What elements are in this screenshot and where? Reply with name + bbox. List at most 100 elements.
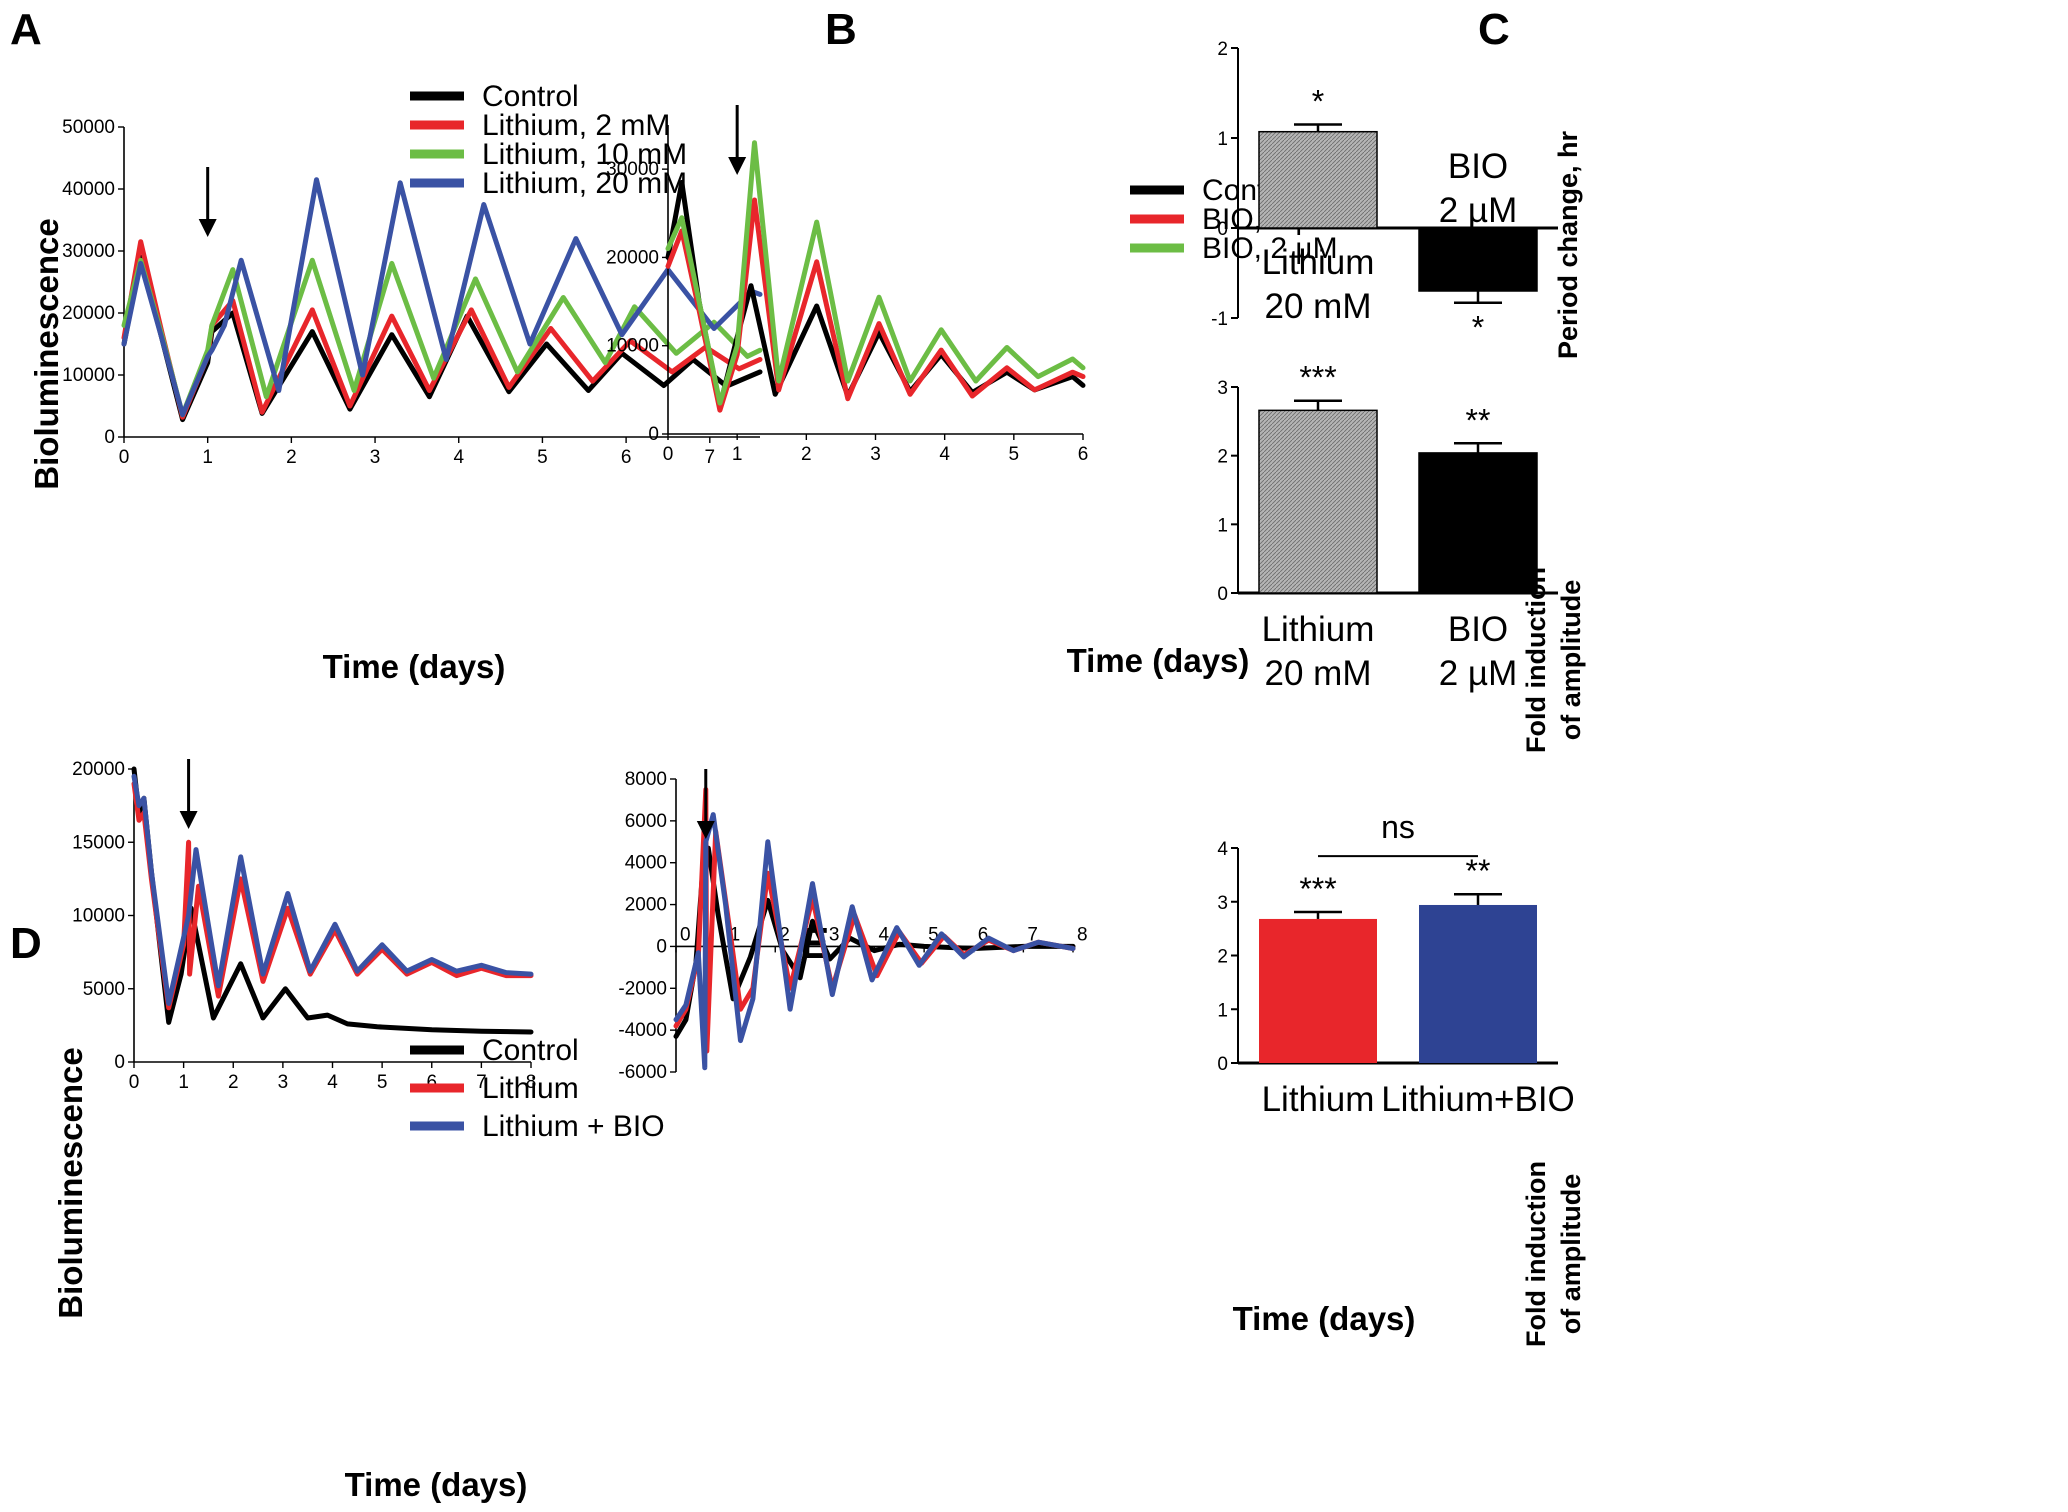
panel-e-x-tick-label: 2 [779, 924, 790, 945]
panel-e-x-tick-label: 3 [829, 924, 840, 945]
panel-e-y-tick-label: -2000 [618, 978, 667, 999]
panel-d-legend-label-control: Control [482, 1034, 579, 1067]
panel-c-top-category-label-1-1: Lithium [1262, 243, 1375, 282]
panel-c-top-category-label-2-1: BIO [1448, 147, 1508, 186]
panel-b-y-tick-label: 0 [648, 424, 659, 445]
panel-d-x-tick-label: 4 [327, 1072, 338, 1093]
panel-e-y-tick-label: -6000 [618, 1062, 667, 1083]
panel-a-series-lithium-20-mm [121, 177, 763, 418]
panel-c-top-y-tick-label: 1 [1217, 129, 1228, 150]
panel-e-x-tick-label: 6 [978, 924, 989, 945]
panel-f-bar-2 [1419, 904, 1537, 1063]
panel-f-y-tick-label: 2 [1217, 947, 1228, 968]
panel-b-y-tick-label: 20000 [606, 247, 659, 268]
panel-f-bar-1 [1259, 918, 1377, 1063]
panel-c-bottom-y-tick-label: 2 [1217, 447, 1228, 468]
panel-e-y-tick-label: 4000 [625, 853, 667, 874]
panel-b-x-tick-label: 0 [663, 444, 674, 465]
panel-f-significance-1: *** [1299, 871, 1336, 907]
panel-a-x-tick-label: 5 [537, 447, 548, 468]
panel-b-arrow-head [728, 157, 747, 175]
panel-a-legend-label-lithium-10-mm: Lithium, 10 mM [482, 138, 687, 171]
panel-letter-d: D [10, 919, 42, 968]
panel-e-chart: -6000 -4000 -2000 0 2000 4000 6000 8000 0 1 2 3 4 5 6 7… [618, 769, 1088, 1083]
panel-a-ylabel: Bioluminescence [28, 218, 65, 489]
panel-a-x-tick-label: 7 [705, 447, 716, 468]
panel-c-top-bar-2 [1418, 227, 1538, 292]
panel-d-y-tick-label: 0 [114, 1052, 125, 1073]
panel-d-x-tick-label: 2 [228, 1072, 239, 1093]
panel-d-x-tick-label: 8 [526, 1072, 537, 1093]
panel-a-chart: 0 10000 20000 30000 40000 50000 0 1 2 3 4 5 6 7 Contro… [62, 80, 763, 468]
panel-e-y-tick-label: 0 [656, 936, 667, 957]
panel-b-x-tick-label: 2 [801, 444, 812, 465]
panel-e-x-tick-label: 4 [879, 924, 890, 945]
panel-a-y-tick-label: 20000 [62, 303, 115, 324]
panel-b-x-tick-label: 1 [732, 444, 743, 465]
panel-a-y-tick-label: 0 [104, 427, 115, 448]
panel-f-ylabel-line1: Fold induction [1521, 1161, 1551, 1347]
panel-c-bottom-bar-1 [1258, 409, 1378, 594]
panel-a-xlabel: Time (days) [323, 648, 506, 685]
panel-e-x-tick-label: 1 [730, 924, 741, 945]
panel-letter-b: B [825, 5, 857, 54]
panel-b-y-tick-label: 30000 [606, 159, 659, 180]
panel-c-bottom-ylabel-line1: Fold induction [1521, 567, 1551, 753]
panel-f-y-tick-label: 1 [1217, 1000, 1228, 1021]
panel-e-y-tick-label: 8000 [625, 769, 667, 790]
panel-d-y-tick-label: 15000 [72, 832, 125, 853]
panel-d-x-tick-label: 1 [178, 1072, 189, 1093]
panel-d-x-tick-label: 6 [426, 1072, 437, 1093]
panel-a-y-tick-label: 30000 [62, 241, 115, 262]
panel-c-bottom-bar-2 [1418, 452, 1538, 594]
panel-d-x-tick-label: 3 [278, 1072, 289, 1093]
panel-a-y-tick-label: 50000 [62, 117, 115, 138]
panel-c-bottom-y-tick-label: 1 [1217, 515, 1228, 536]
panel-f-y-tick-label: 4 [1217, 839, 1228, 860]
panel-e-series-lithium-bio [673, 812, 1076, 1071]
panel-f-ylabel-line2: of amplitude [1556, 1174, 1586, 1335]
panel-c-bottom-category-label-2-1: BIO [1448, 610, 1508, 649]
panel-a-x-tick-label: 4 [453, 447, 464, 468]
panel-a-x-tick-label: 2 [286, 447, 297, 468]
panel-a-y-tick-label: 10000 [62, 365, 115, 386]
panel-a-arrow-head [198, 219, 217, 237]
panel-a-x-tick-label: 3 [370, 447, 381, 468]
panel-c-bottom-significance-2: ** [1466, 402, 1491, 438]
panel-a-x-tick-label: 6 [621, 447, 632, 468]
panel-b-x-tick-label: 6 [1078, 444, 1089, 465]
panel-b-x-tick-label: 3 [870, 444, 881, 465]
panel-d-y-tick-label: 10000 [72, 906, 125, 927]
panel-c-top-chart: -1 0 1 2 * Lithium 20 mM * BIO 2 µM [1211, 39, 1558, 346]
panel-e-xlabel: Time (days) [1233, 1300, 1416, 1337]
panel-c-bottom-y-tick-label: 3 [1217, 378, 1228, 399]
panel-f-y-tick-label: 3 [1217, 893, 1228, 914]
panel-d-legend-label-lithium-bio: Lithium + BIO [482, 1110, 665, 1143]
panel-d-xlabel: Time (days) [345, 1466, 528, 1503]
panel-c-top-significance-2: * [1472, 310, 1484, 346]
panel-c-top-bar-1 [1258, 130, 1378, 229]
panel-f-category-label-2-1: Lithium+BIO [1381, 1080, 1575, 1119]
panel-a-y-tick-label: 40000 [62, 179, 115, 200]
panel-d-series-control [131, 766, 534, 1035]
panel-c-top-y-tick-label: 2 [1217, 39, 1228, 60]
panel-e-x-tick-label: 0 [680, 924, 691, 945]
panel-a-x-tick-label: 1 [202, 447, 213, 468]
panel-d-y-tick-label: 5000 [83, 979, 125, 1000]
panel-e-x-tick-label: 5 [928, 924, 939, 945]
panel-f-chart: 0 1 2 3 4 *** Lithium ** Lithium+BIO ns [1217, 809, 1574, 1119]
panel-c-top-significance-1: * [1312, 84, 1324, 120]
panel-c-bottom-category-label-2-2: 2 µM [1439, 654, 1518, 693]
panel-c-top-category-label-1-2: 20 mM [1265, 287, 1372, 326]
panel-f-y-tick-label: 0 [1217, 1054, 1228, 1075]
panel-d-legend-label-lithium: Lithium [482, 1072, 579, 1105]
panel-d-ylabel: Bioluminescence [52, 1047, 89, 1318]
panel-a-legend-label-lithium-2-mm: Lithium, 2 mM [482, 109, 670, 142]
panel-d-series-lithium-bio [131, 773, 534, 1006]
panel-a-legend-label-control: Control [482, 80, 579, 113]
panel-letter-a: A [10, 5, 42, 54]
